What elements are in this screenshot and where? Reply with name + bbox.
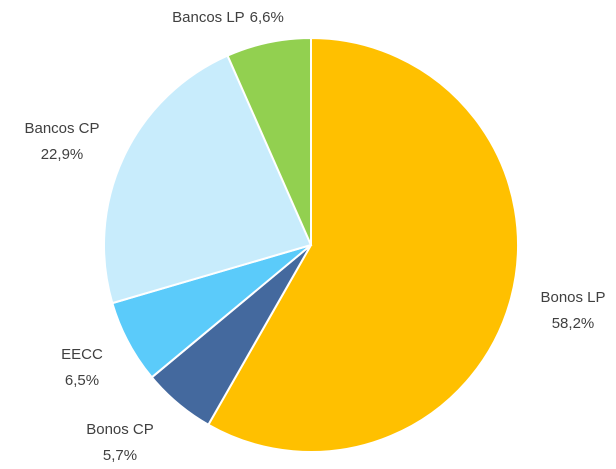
slice-label-value: 6,6% [250,9,284,26]
slice-label-name: Bonos CP [86,421,154,438]
slice-label-value: 5,7% [103,447,137,464]
pie-slice [226,36,312,246]
pie-slice [206,36,519,453]
slice-label-value: 22,9% [41,146,84,163]
slice-label-value: 58,2% [552,315,595,332]
pie-slice [103,54,313,305]
slice-label-name: Bancos LP [172,9,245,26]
slice-label-value: 6,5% [65,372,99,389]
slice-label-name: EECC [61,346,103,363]
slice-label-name: Bancos CP [24,120,99,137]
slice-label-name: Bonos LP [540,289,605,306]
slice-label: Bancos LP 6,6% [172,9,284,26]
